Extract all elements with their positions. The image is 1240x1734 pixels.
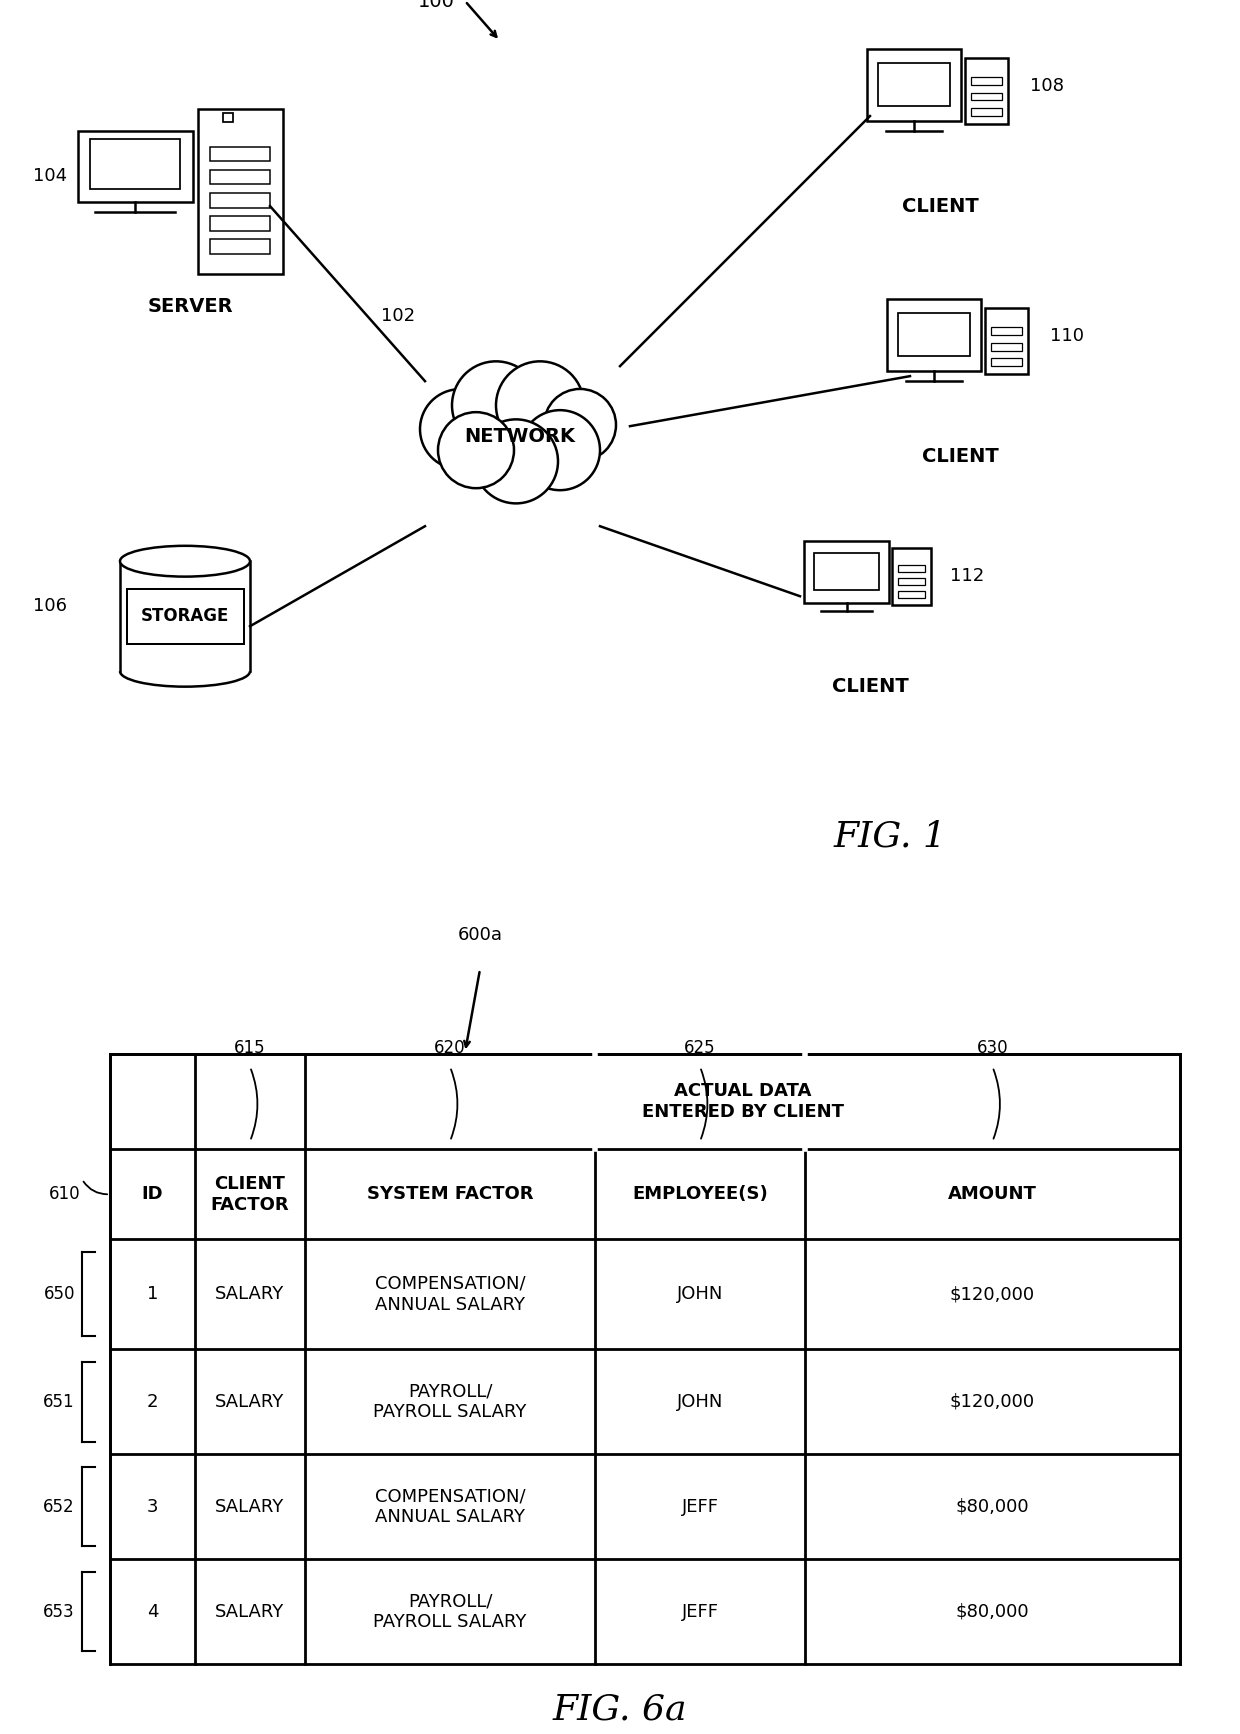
Text: FIG. 6a: FIG. 6a bbox=[553, 1692, 687, 1725]
Text: FIG. 1: FIG. 1 bbox=[833, 820, 946, 853]
Text: 3: 3 bbox=[146, 1498, 159, 1516]
Bar bbox=[197, 109, 283, 274]
Text: CLIENT: CLIENT bbox=[832, 676, 909, 695]
Text: 650: 650 bbox=[43, 1285, 74, 1304]
Bar bbox=[985, 307, 1028, 373]
Text: 630: 630 bbox=[977, 1039, 1008, 1056]
Bar bbox=[211, 146, 270, 161]
Text: 108: 108 bbox=[1030, 76, 1064, 95]
Text: ID: ID bbox=[141, 1186, 164, 1203]
Text: 100: 100 bbox=[418, 0, 455, 10]
Bar bbox=[878, 62, 950, 106]
Text: 652: 652 bbox=[43, 1498, 74, 1516]
Bar bbox=[898, 577, 925, 584]
Text: PAYROLL/
PAYROLL SALARY: PAYROLL/ PAYROLL SALARY bbox=[373, 1382, 527, 1422]
Text: 600a: 600a bbox=[458, 926, 502, 945]
Bar bbox=[211, 215, 270, 231]
Text: STORAGE: STORAGE bbox=[141, 607, 229, 626]
Text: 653: 653 bbox=[43, 1602, 74, 1621]
Text: 615: 615 bbox=[234, 1039, 265, 1056]
Ellipse shape bbox=[120, 546, 250, 577]
Text: SERVER: SERVER bbox=[148, 297, 233, 316]
Text: JEFF: JEFF bbox=[682, 1602, 718, 1621]
Text: 4: 4 bbox=[146, 1602, 159, 1621]
Circle shape bbox=[474, 420, 558, 503]
Text: JOHN: JOHN bbox=[677, 1392, 723, 1411]
Bar bbox=[91, 139, 180, 189]
Bar bbox=[971, 78, 1002, 85]
Circle shape bbox=[438, 413, 515, 489]
Circle shape bbox=[544, 388, 616, 461]
Text: 106: 106 bbox=[33, 596, 67, 616]
Text: $120,000: $120,000 bbox=[950, 1285, 1035, 1304]
Text: 651: 651 bbox=[43, 1392, 74, 1411]
Text: ACTUAL DATA
ENTERED BY CLIENT: ACTUAL DATA ENTERED BY CLIENT bbox=[641, 1082, 843, 1122]
Bar bbox=[898, 312, 970, 355]
Bar bbox=[898, 591, 925, 598]
Text: 610: 610 bbox=[48, 1186, 81, 1203]
Bar bbox=[991, 357, 1022, 366]
Text: 625: 625 bbox=[684, 1039, 715, 1056]
Text: 2: 2 bbox=[146, 1392, 159, 1411]
Text: $80,000: $80,000 bbox=[956, 1498, 1029, 1516]
Text: SYSTEM FACTOR: SYSTEM FACTOR bbox=[367, 1186, 533, 1203]
Text: CLIENT: CLIENT bbox=[921, 447, 998, 466]
Text: $80,000: $80,000 bbox=[956, 1602, 1029, 1621]
Text: 620: 620 bbox=[434, 1039, 466, 1056]
Text: PAYROLL/
PAYROLL SALARY: PAYROLL/ PAYROLL SALARY bbox=[373, 1592, 527, 1632]
Text: NETWORK: NETWORK bbox=[465, 427, 575, 446]
Text: AMOUNT: AMOUNT bbox=[949, 1186, 1037, 1203]
Bar bbox=[892, 548, 931, 605]
Bar bbox=[971, 108, 1002, 116]
Bar bbox=[805, 541, 889, 603]
Bar bbox=[211, 170, 270, 184]
Text: CLIENT
FACTOR: CLIENT FACTOR bbox=[211, 1176, 289, 1214]
Text: 112: 112 bbox=[950, 567, 985, 584]
Text: CLIENT: CLIENT bbox=[901, 196, 978, 215]
Bar bbox=[77, 132, 192, 203]
Text: JOHN: JOHN bbox=[677, 1285, 723, 1304]
Bar bbox=[887, 300, 981, 371]
Text: SALARY: SALARY bbox=[216, 1498, 285, 1516]
Bar bbox=[991, 328, 1022, 335]
Bar bbox=[971, 92, 1002, 101]
Text: SALARY: SALARY bbox=[216, 1602, 285, 1621]
Text: JEFF: JEFF bbox=[682, 1498, 718, 1516]
Bar bbox=[211, 192, 270, 208]
Text: EMPLOYEE(S): EMPLOYEE(S) bbox=[632, 1186, 768, 1203]
Circle shape bbox=[453, 361, 539, 449]
Text: 1: 1 bbox=[146, 1285, 159, 1304]
Text: COMPENSATION/
ANNUAL SALARY: COMPENSATION/ ANNUAL SALARY bbox=[374, 1488, 526, 1526]
Bar bbox=[815, 553, 879, 590]
Bar bbox=[898, 565, 925, 572]
Text: 104: 104 bbox=[33, 166, 67, 186]
Text: 102: 102 bbox=[381, 307, 415, 324]
Text: 110: 110 bbox=[1050, 328, 1084, 345]
Text: SALARY: SALARY bbox=[216, 1392, 285, 1411]
Circle shape bbox=[520, 411, 600, 491]
Text: SALARY: SALARY bbox=[216, 1285, 285, 1304]
Bar bbox=[991, 343, 1022, 350]
Bar bbox=[223, 113, 233, 121]
Text: COMPENSATION/
ANNUAL SALARY: COMPENSATION/ ANNUAL SALARY bbox=[374, 1274, 526, 1314]
Bar bbox=[965, 57, 1008, 123]
Circle shape bbox=[420, 388, 500, 470]
Bar bbox=[867, 49, 961, 121]
Text: $120,000: $120,000 bbox=[950, 1392, 1035, 1411]
Bar bbox=[211, 239, 270, 253]
Bar bbox=[126, 590, 243, 643]
Circle shape bbox=[496, 361, 584, 449]
